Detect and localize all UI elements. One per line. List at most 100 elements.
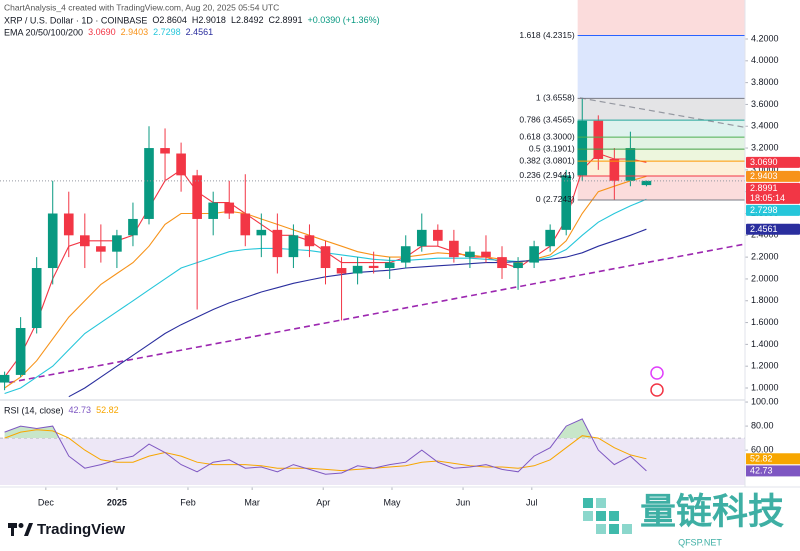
candle-body [288,235,299,258]
price-badge [746,156,800,168]
fib-label: 0.5 (3.1901) [529,143,575,153]
price-badge [746,170,800,182]
price-badge [746,182,800,204]
candle-body [352,265,363,274]
rsi-badge [746,465,800,477]
y-tick-label: 1.6000 [751,317,779,327]
candle-body [63,213,74,236]
fib-label: 1 (3.6558) [536,93,575,103]
price-badge [746,223,800,235]
fib-band [577,137,745,150]
candle-body [593,120,604,159]
candle-body [272,229,283,258]
x-tick-label: Mar [244,497,260,507]
price-badge-label: 3.0690 [750,157,778,167]
tradingview-logo: TradingView [8,521,125,538]
watermark-text: 量链科技 [640,491,784,532]
logo-text: TradingView [37,521,125,538]
countdown: 18:05:14 [750,193,785,203]
candle-body [224,202,235,214]
candle-body [641,180,652,186]
rsi-badge-label: 42.73 [750,465,773,475]
candle-body [336,268,347,274]
candle-body [0,374,10,383]
candle-body [368,265,379,269]
ema-legend-value: 2.7298 [153,27,181,37]
candle-body [481,251,491,258]
y-tick-label: 1.0000 [751,382,779,392]
y-tick-label: 1.4000 [751,339,779,349]
ohlc-value: O2.8604 [152,15,187,25]
candle-body [433,229,443,241]
price-badge [746,204,800,216]
candle-body [577,120,588,176]
ohlc-value: +0.0390 (+1.36%) [308,15,380,25]
y-tick-label: 2.2000 [751,251,779,261]
price-pane [0,97,745,398]
rsi-band [0,438,745,485]
candle-body [304,235,315,247]
y-tick-label: 3.0000 [751,164,779,174]
ema-legend-value: 2.4561 [186,27,214,37]
y-tick-label: 4.0000 [751,55,779,65]
symbol: XRP / U.S. Dollar · 1D · COINBASE O2.8604… [4,15,380,25]
candle-body [625,148,636,181]
y-tick-label: 60.00 [751,445,774,455]
candle-body [465,251,475,258]
candle-body [545,229,555,247]
rsi-badge [746,453,800,465]
rsi-pane [0,418,745,485]
candle-body [449,240,459,258]
candle-body [320,246,331,269]
candle-body [400,246,411,263]
price-badge-label: 2.9403 [750,171,778,181]
candle-body [384,262,395,269]
fib-band [577,120,745,138]
price-badge-label: 2.4561 [750,224,778,234]
ema-legend-value: 3.0690 [88,27,116,37]
candle-body [497,257,507,269]
candle-body [80,235,90,247]
fib-label: 0.382 (3.0801) [519,155,574,165]
rsi-badge-label: 52.82 [750,453,773,463]
back-layer [577,0,745,200]
x-tick-label: May [383,497,401,507]
y-tick-label: 3.4000 [751,121,779,131]
ohlc-value: L2.8492 [231,15,264,25]
rsi-legend-value: 42.73 [69,405,92,415]
ohlc-value: C2.8991 [268,15,302,25]
fib-label: 0.786 (3.4565) [519,114,574,124]
rsi-line [4,418,647,475]
candle-body [144,148,154,219]
y-tick-label: 100.00 [751,396,779,406]
trendline [579,97,745,128]
fib-above [577,0,745,36]
candle-body [561,175,572,230]
fib-band [577,175,745,200]
watermark-sub: QFSP.NET [678,537,722,547]
event-icons [650,366,664,397]
ema-legend-title: EMA 20/50/100/200 3.0690 2.9403 2.7298 2.456… [4,27,213,37]
x-tick-label: Dec [38,497,55,507]
fib-label: 0 (2.7243) [536,194,575,204]
candle-body [112,235,122,252]
main-layer: 1.618 (4.2315) 1 (3.6558) 0.786 (3.4565) 0.… [0,30,800,507]
candle-body [240,213,251,236]
fib-label: 0.618 (3.3000) [519,131,574,141]
candle-body [416,229,427,247]
y-tick-label: 3.2000 [751,142,779,152]
ohlc-value: H2.9018 [192,15,226,25]
candle-body [529,246,539,263]
fib-label: 0.236 (2.9441) [519,170,574,180]
rsi-legend-value: 52.82 [96,405,119,415]
y-tick-label: 3.6000 [751,99,779,109]
caption: ChartAnalysis_4 created with TradingView… [4,2,279,12]
price-badge-label: 2.7298 [750,205,778,215]
candle-body [513,262,523,269]
y-tick-label: 1.2000 [751,361,779,371]
candle-body [192,175,202,219]
fib-label: 1.618 (4.2315) [519,30,574,40]
fib-band [577,35,745,99]
candle-body [47,213,58,269]
